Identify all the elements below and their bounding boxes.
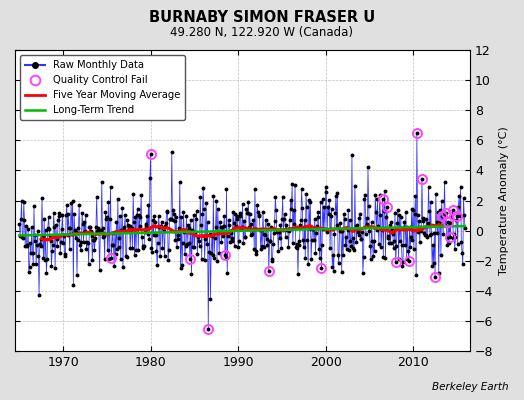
Text: BURNABY SIMON FRASER U: BURNABY SIMON FRASER U xyxy=(149,10,375,25)
Legend: Raw Monthly Data, Quality Control Fail, Five Year Moving Average, Long-Term Tren: Raw Monthly Data, Quality Control Fail, … xyxy=(20,55,185,120)
Text: Berkeley Earth: Berkeley Earth xyxy=(432,382,508,392)
Text: 49.280 N, 122.920 W (Canada): 49.280 N, 122.920 W (Canada) xyxy=(170,26,354,39)
Y-axis label: Temperature Anomaly (°C): Temperature Anomaly (°C) xyxy=(499,126,509,275)
